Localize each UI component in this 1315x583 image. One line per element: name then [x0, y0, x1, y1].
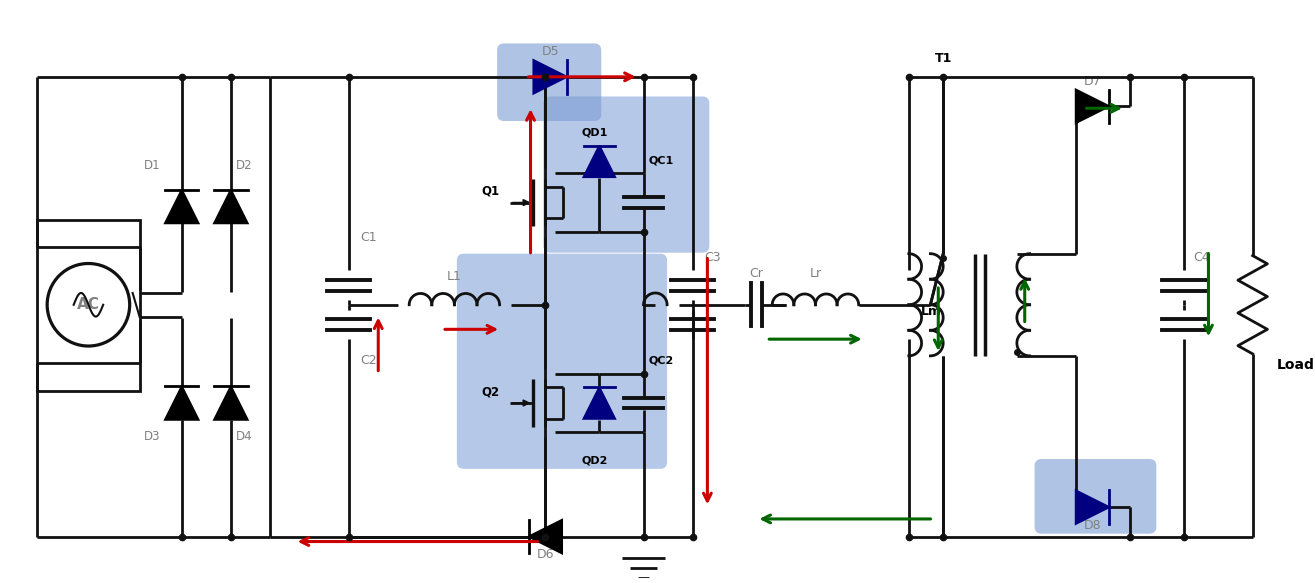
Text: Lm: Lm [920, 304, 942, 318]
Polygon shape [1076, 490, 1110, 524]
Text: QC1: QC1 [648, 155, 673, 166]
FancyBboxPatch shape [456, 254, 667, 469]
FancyBboxPatch shape [497, 43, 601, 121]
Text: D1: D1 [143, 159, 160, 172]
Text: C1: C1 [360, 231, 377, 244]
Polygon shape [584, 387, 615, 419]
Text: Lr: Lr [810, 267, 822, 280]
Text: Q1: Q1 [481, 185, 500, 198]
Text: D2: D2 [235, 159, 252, 172]
Text: Cr: Cr [750, 267, 764, 280]
Text: T1: T1 [935, 52, 952, 65]
Text: QD2: QD2 [581, 456, 608, 466]
Text: D4: D4 [235, 430, 252, 443]
Text: D5: D5 [542, 45, 559, 58]
Text: Load: Load [1277, 357, 1315, 371]
Text: C2: C2 [360, 354, 377, 367]
Polygon shape [166, 387, 199, 420]
Text: D7: D7 [1084, 75, 1102, 87]
Polygon shape [584, 146, 615, 177]
Text: AC: AC [78, 297, 100, 312]
Text: D6: D6 [537, 548, 554, 561]
Text: QC2: QC2 [648, 356, 673, 366]
FancyBboxPatch shape [1035, 459, 1156, 533]
Text: C4: C4 [1194, 251, 1210, 264]
Polygon shape [534, 60, 567, 93]
Text: L1: L1 [447, 270, 462, 283]
Polygon shape [214, 190, 247, 223]
Text: QD1: QD1 [581, 128, 608, 138]
Text: D3: D3 [143, 430, 160, 443]
Polygon shape [166, 190, 199, 223]
Text: D8: D8 [1084, 519, 1102, 532]
Polygon shape [529, 520, 562, 553]
FancyBboxPatch shape [543, 96, 709, 252]
FancyBboxPatch shape [37, 220, 139, 391]
Text: C3: C3 [705, 251, 721, 264]
Polygon shape [1076, 90, 1110, 123]
Text: Q2: Q2 [481, 385, 500, 398]
Polygon shape [214, 387, 247, 420]
